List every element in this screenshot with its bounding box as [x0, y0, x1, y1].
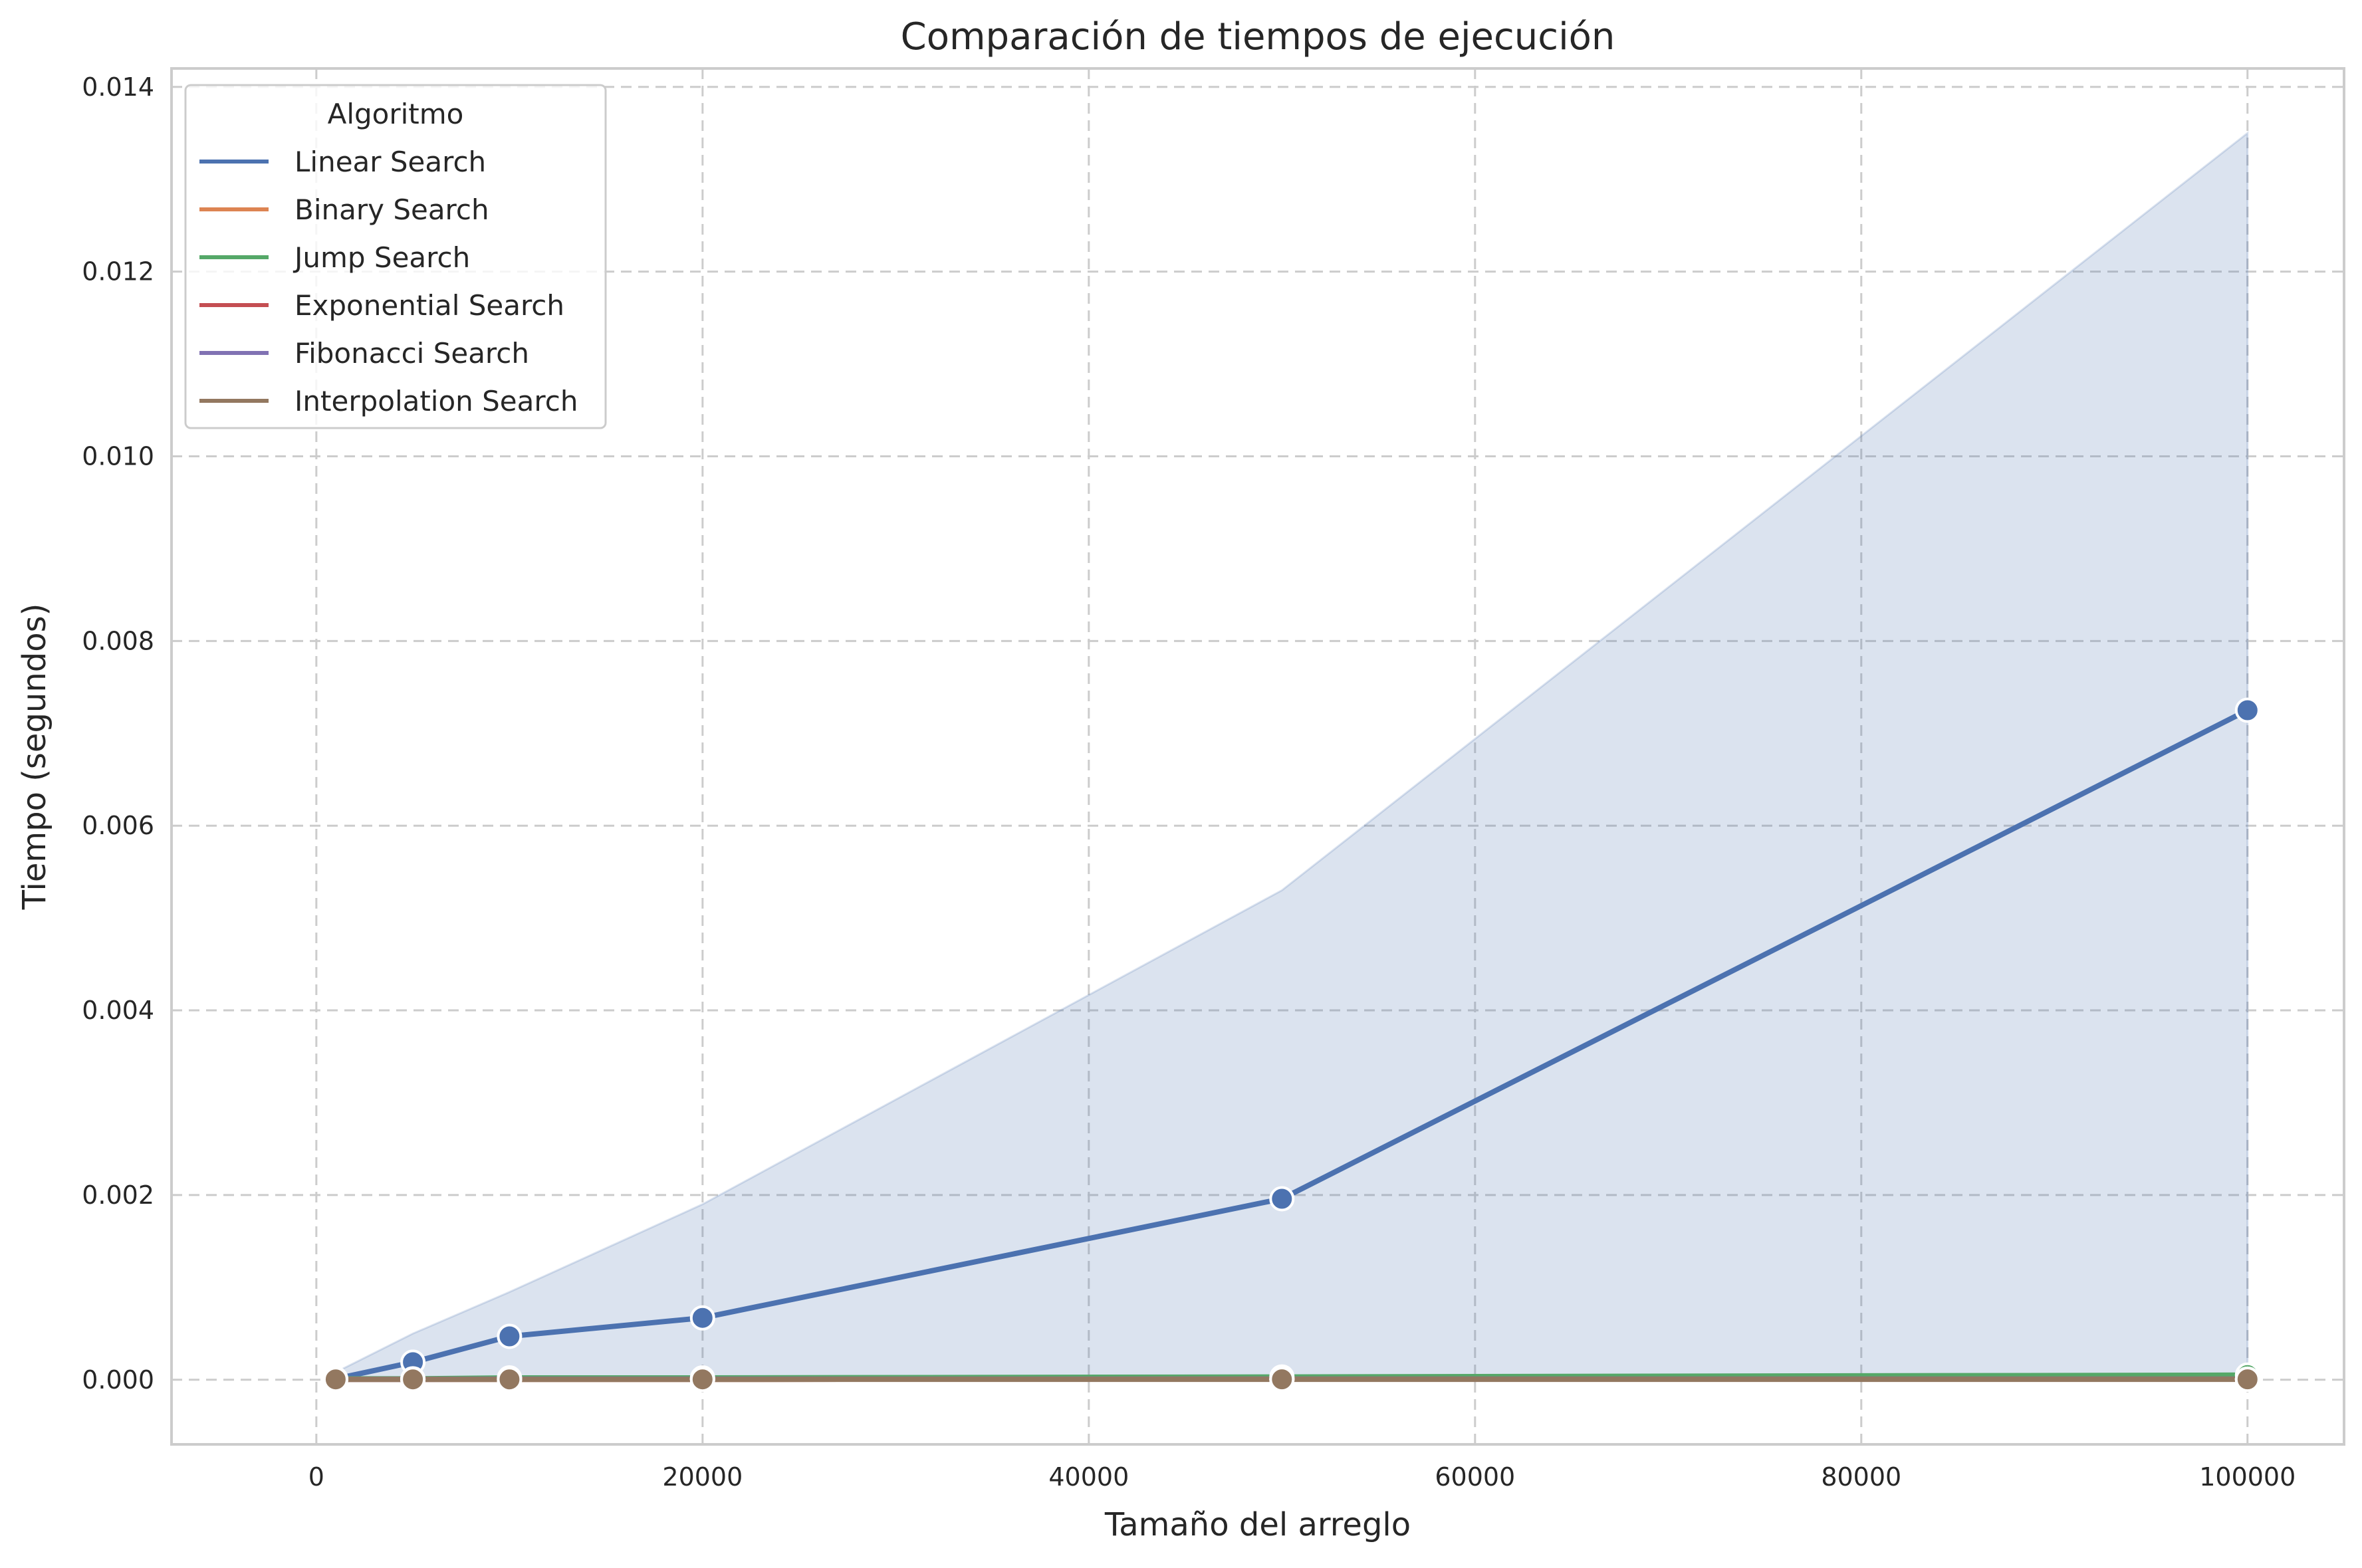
x-axis-label: Tamaño del arreglo [1104, 1506, 1411, 1543]
y-tick-label: 0.000 [82, 1365, 154, 1395]
y-tick-label: 0.010 [82, 441, 154, 471]
x-tick-label: 20000 [662, 1462, 743, 1492]
x-tick-label: 60000 [1435, 1462, 1515, 1492]
legend-label: Interpolation Search [295, 385, 578, 417]
y-tick-label: 0.014 [82, 72, 154, 102]
data-point [324, 1368, 347, 1391]
x-tick-label: 80000 [1821, 1462, 1901, 1492]
y-tick-label: 0.004 [82, 996, 154, 1025]
data-point [691, 1307, 714, 1329]
data-point [402, 1368, 424, 1391]
y-tick-label: 0.002 [82, 1180, 154, 1210]
data-point [2236, 699, 2259, 722]
data-point [2236, 1368, 2259, 1391]
y-tick-label: 0.008 [82, 626, 154, 655]
legend-title: Algoritmo [328, 98, 464, 130]
legend-label: Fibonacci Search [295, 337, 529, 370]
x-tick-label: 0 [308, 1462, 324, 1492]
y-tick-label: 0.012 [82, 257, 154, 286]
data-point [691, 1368, 714, 1391]
data-point [498, 1368, 521, 1391]
x-tick-label: 100000 [2199, 1462, 2296, 1492]
chart-title: Comparación de tiempos de ejecución [901, 15, 1615, 58]
data-point [1270, 1188, 1293, 1210]
y-axis-label: Tiempo (segundos) [16, 604, 53, 911]
legend-label: Jump Search [293, 241, 470, 274]
legend-label: Linear Search [295, 146, 486, 178]
x-tick-label: 40000 [1048, 1462, 1129, 1492]
legend-label: Binary Search [295, 193, 489, 226]
y-tick-label: 0.006 [82, 811, 154, 840]
data-point [1270, 1368, 1293, 1391]
legend: Algoritmo Linear Search Binary Search Jump… [185, 85, 606, 428]
data-point [498, 1325, 521, 1348]
legend-label: Exponential Search [295, 289, 564, 322]
